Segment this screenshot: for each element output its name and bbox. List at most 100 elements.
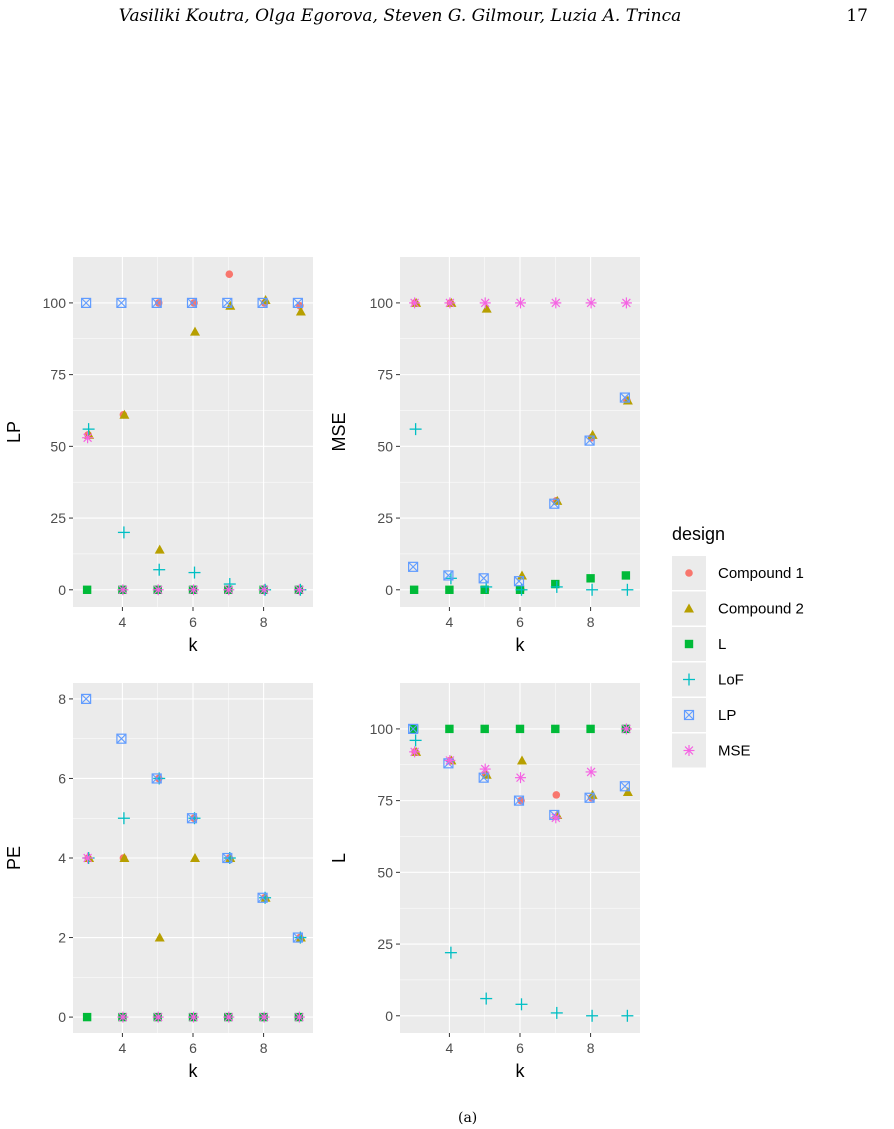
point-l: [586, 724, 595, 734]
legend-key-lp: [683, 709, 695, 721]
point-mse: [479, 763, 491, 775]
point-compound-2: [622, 787, 633, 797]
y-tick-label: 0: [385, 582, 393, 598]
point-lp: [151, 773, 162, 784]
point-lp: [116, 733, 127, 744]
point-mse: [620, 297, 632, 309]
point-mse: [188, 1011, 199, 1023]
y-axis-title: L: [329, 853, 349, 863]
y-tick-label: 50: [377, 438, 393, 454]
point-mse: [293, 1011, 305, 1023]
point-lp: [222, 852, 233, 864]
point-lp: [619, 392, 630, 403]
point-compound-2: [190, 326, 200, 336]
legend-key-compound-2: [684, 603, 694, 613]
y-tick-label: 25: [377, 510, 393, 526]
point-lof: [444, 946, 457, 959]
x-axis-title: k: [516, 635, 526, 655]
point-l: [409, 585, 419, 594]
legend-key-lof: [683, 673, 695, 686]
point-lof: [409, 734, 422, 747]
point-mse: [117, 1011, 129, 1023]
x-tick-label: 8: [260, 1040, 268, 1056]
point-lof: [117, 812, 130, 825]
point-lp: [81, 297, 92, 309]
y-tick-label: 50: [377, 864, 393, 880]
point-lof: [188, 566, 201, 579]
point-lp: [443, 570, 454, 581]
y-tick-label: 25: [50, 510, 66, 526]
point-lp: [81, 693, 92, 705]
point-mse: [409, 297, 421, 309]
point-compound-2: [119, 853, 130, 862]
point-l: [551, 579, 560, 589]
point-lp: [292, 297, 303, 309]
point-l: [551, 724, 560, 734]
y-tick-label: 100: [370, 721, 394, 737]
point-l: [621, 571, 631, 580]
point-lp: [549, 498, 560, 509]
point-mse: [479, 297, 491, 309]
point-lp: [584, 435, 595, 446]
x-axis-title: k: [516, 1061, 526, 1081]
x-tick-label: 6: [189, 614, 197, 630]
x-tick-label: 6: [189, 1040, 197, 1056]
faceted-scatter-figure: 0 25 50 75 100 4 6 8 k LP 0 25 50 75 100 4 6 8 k MSE 0 2 4 6 8 4 6…: [4, 257, 804, 1081]
panel-mse: 0 25 50 75 100 4 6 8 k MSE: [329, 257, 640, 655]
y-axis-title: PE: [4, 846, 24, 870]
x-tick-label: 4: [119, 614, 127, 630]
y-tick-label: 8: [58, 691, 66, 707]
point-lp: [408, 561, 419, 572]
x-tick-label: 6: [516, 1040, 524, 1056]
point-l: [445, 724, 454, 734]
point-lp: [257, 297, 268, 309]
y-tick-label: 75: [377, 793, 393, 809]
legend-key-l: [684, 639, 694, 649]
point-l: [586, 574, 595, 583]
point-lof: [480, 992, 493, 1005]
point-mse: [82, 852, 94, 864]
running-header: Vasiliki Koutra, Olga Egorova, Steven G.…: [118, 6, 682, 26]
legend-label: LoF: [718, 672, 744, 689]
y-tick-label: 2: [58, 930, 66, 946]
point-mse: [550, 812, 562, 824]
y-tick-label: 0: [58, 582, 66, 598]
point-compound-2: [154, 932, 165, 942]
point-mse: [550, 297, 562, 309]
legend-label: Compound 1: [718, 565, 804, 582]
point-l: [480, 724, 489, 734]
point-mse: [444, 754, 456, 766]
point-mse: [409, 746, 421, 758]
point-mse: [188, 584, 199, 596]
point-mse: [620, 723, 632, 735]
point-lp: [478, 573, 489, 584]
point-lp: [292, 932, 303, 943]
point-lp: [408, 723, 419, 735]
x-tick-label: 4: [446, 614, 454, 630]
point-mse: [117, 584, 129, 596]
figure-caption-fragment: (a): [458, 1110, 478, 1126]
point-lp: [186, 297, 198, 309]
y-tick-label: 100: [370, 295, 394, 311]
point-lof: [153, 563, 166, 576]
point-lp: [116, 297, 127, 309]
x-tick-label: 4: [119, 1040, 127, 1056]
point-lp: [513, 795, 525, 806]
x-tick-label: 8: [587, 1040, 595, 1056]
point-lp: [257, 892, 268, 903]
y-tick-label: 75: [377, 367, 393, 383]
legend-label: LP: [718, 707, 736, 724]
point-lp: [513, 576, 525, 587]
page-number: 17: [846, 6, 868, 26]
y-tick-label: 50: [50, 438, 66, 454]
point-mse: [444, 297, 456, 309]
point-compound-2: [119, 409, 130, 419]
point-lp: [584, 792, 595, 803]
point-compound-2: [154, 544, 165, 554]
x-axis-title: k: [189, 1061, 199, 1081]
point-mse: [223, 1011, 235, 1023]
point-mse: [515, 772, 526, 784]
point-mse: [515, 297, 526, 309]
y-tick-label: 0: [385, 1008, 393, 1024]
point-lof: [621, 1009, 634, 1022]
